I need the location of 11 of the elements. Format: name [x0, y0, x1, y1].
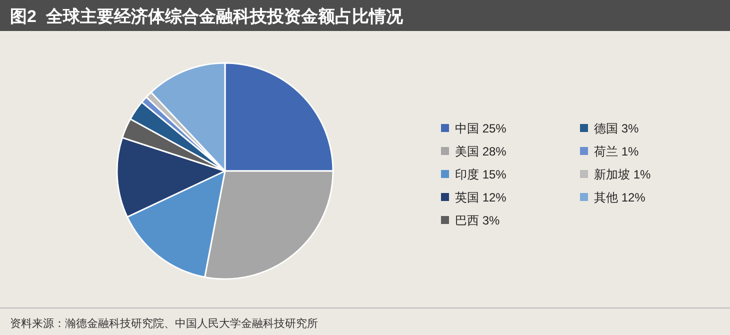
legend-label: 印度 15% — [455, 168, 507, 182]
legend-label: 新加坡 1% — [594, 168, 652, 182]
legend-label: 其他 12% — [594, 190, 646, 204]
legend-label: 德国 3% — [594, 122, 640, 136]
legend-label: 荷兰 1% — [594, 144, 640, 158]
legend-label: 中国 25% — [455, 122, 507, 136]
legend-label: 英国 12% — [455, 190, 507, 204]
text: 资料来源：瀚德金融科技研究院、中国人民大学金融科技研究所 — [10, 317, 318, 330]
chart-title: 图2 全球主要经济体综合金融科技投资金额占比情况 — [10, 7, 404, 26]
legend-label: 巴西 3% — [455, 214, 500, 228]
legend-label: 美国 28% — [455, 144, 507, 158]
